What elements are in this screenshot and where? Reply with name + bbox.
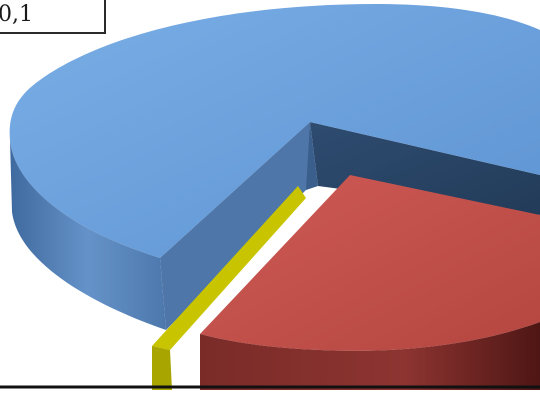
pie-slice-red-side [200,322,540,390]
pie-slice-yellow-top [152,186,306,350]
pie-slice-red-top [200,175,540,351]
pie-slice-blue-side [10,140,166,330]
pie-slice-yellow-side [152,346,172,390]
pie-slice-blue-cut [160,122,310,330]
data-label: 0,1 [0,2,33,27]
pie-slice-blue-top [9,4,540,258]
data-label-box: 0,1 [0,0,106,34]
